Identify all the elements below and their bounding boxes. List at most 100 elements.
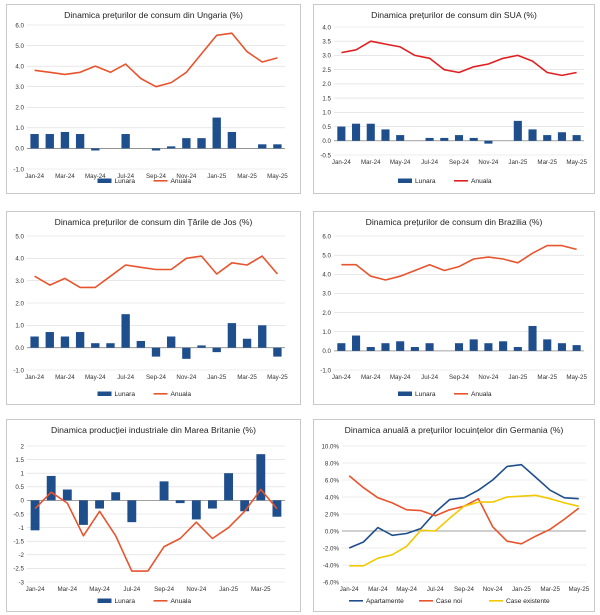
chart-title: Dinamica producției industriale din Mare… (51, 425, 256, 435)
legend-label: Anuala (171, 598, 192, 605)
x-tick-label: Mar-25 (537, 374, 557, 381)
chart-svg: Dinamica anuală a prețurilor locuințelor… (321, 425, 590, 605)
y-tick-label: 0.5 (322, 124, 331, 131)
bar-lunara (557, 343, 566, 351)
x-tick-label: Jan-24 (25, 374, 44, 381)
bar-lunara (258, 325, 267, 348)
y-tick-label: -6.0% (323, 579, 340, 586)
y-tick-label: 2.0% (325, 511, 340, 518)
legend-label: Case noi (436, 598, 463, 605)
bar-lunara (224, 473, 233, 501)
y-tick-label: -2.5 (13, 566, 24, 573)
bar-lunara (106, 343, 115, 348)
y-tick-label: 2 (21, 443, 25, 450)
x-tick-label: Jul-24 (117, 173, 134, 180)
chart-title: Dinamica prețurilor de consum din Țările… (55, 217, 253, 227)
line-anuala (34, 488, 278, 572)
y-tick-label: 6.0% (325, 477, 340, 484)
bar-lunara (543, 135, 552, 141)
bar-lunara (121, 134, 130, 149)
bar-lunara (366, 347, 375, 351)
chart-svg: Dinamica prețurilor de consum din Ungari… (13, 10, 288, 185)
x-tick-label: Nov-24 (478, 374, 499, 381)
x-tick-label: May-25 (566, 374, 587, 381)
bar-lunara (469, 137, 478, 141)
x-tick-label: Jan-24 (25, 173, 44, 180)
y-tick-label: 4.0 (322, 24, 331, 31)
x-tick-label: Mar-24 (361, 374, 381, 381)
y-tick-label: 2.0 (322, 310, 331, 317)
legend-label: Lunara (115, 391, 136, 398)
legend-label: Apartamente (366, 598, 404, 605)
bar-lunara (454, 135, 464, 141)
bar-lunara (111, 492, 121, 501)
chart-panel-netherlands: Dinamica prețurilor de consum din Țările… (6, 211, 301, 405)
y-tick-label: 1.5 (15, 457, 24, 464)
chart-panel-uk-industrial: Dinamica producției industriale din Mare… (6, 419, 301, 612)
y-tick-label: 4.0 (15, 256, 24, 263)
x-tick-label: May-24 (85, 173, 106, 180)
x-tick-label: Sep-24 (449, 159, 470, 166)
bar-lunara (212, 347, 221, 353)
x-tick-label: Jan-25 (207, 374, 226, 381)
x-tick-label: Nov-24 (478, 159, 499, 166)
bar-lunara (75, 134, 85, 149)
bar-lunara (425, 343, 434, 351)
bar-lunara (396, 135, 405, 141)
x-tick-label: Nov-24 (483, 586, 504, 593)
y-tick-label: 6.0 (322, 233, 331, 240)
x-tick-label: Nov-24 (186, 586, 207, 593)
y-tick-label: 5.0 (15, 233, 24, 240)
bar-lunara (484, 140, 493, 144)
bar-lunara (182, 347, 191, 359)
x-tick-label: Sep-24 (449, 374, 470, 381)
x-tick-label: May-25 (569, 586, 590, 593)
bar-lunara (528, 129, 537, 141)
legend-label: Lunara (415, 391, 436, 398)
x-tick-label: Mar-24 (55, 173, 75, 180)
bar-lunara (273, 144, 282, 149)
legend-label: Anuala (471, 391, 492, 398)
y-tick-label: -3 (18, 579, 24, 586)
bar-lunara (499, 341, 508, 351)
bar-lunara (191, 500, 201, 520)
x-tick-label: Jul-24 (117, 374, 134, 381)
chart-panel-brazil: Dinamica prețurilor de consum din Brazil… (313, 211, 595, 405)
y-tick-label: -4.0% (323, 562, 340, 569)
x-tick-label: Jul-24 (123, 586, 140, 593)
bar-lunara (182, 138, 191, 149)
y-tick-label: 1.0 (322, 329, 331, 336)
y-tick-label: 0.0% (325, 528, 340, 535)
bar-lunara (208, 500, 217, 509)
bar-lunara (175, 500, 185, 504)
bar-lunara (45, 134, 54, 149)
bar-lunara (136, 340, 145, 348)
x-tick-label: Jan-25 (207, 173, 226, 180)
y-tick-label: 6.0 (15, 22, 24, 29)
bar-lunara (572, 345, 581, 351)
chart-svg: Dinamica prețurilor de consum din Brazil… (320, 217, 587, 398)
x-tick-label: Nov-24 (176, 374, 197, 381)
x-tick-label: Nov-24 (176, 173, 197, 180)
bar-lunara (352, 123, 361, 141)
y-tick-label: 4.0% (325, 494, 340, 501)
y-tick-label: 1.0 (322, 110, 331, 117)
bar-lunara (75, 332, 85, 348)
legend-swatch (398, 178, 412, 183)
y-tick-label: 3.0 (322, 291, 331, 298)
bar-lunara (159, 481, 169, 501)
bar-lunara (30, 336, 39, 348)
bar-lunara (197, 345, 206, 348)
y-tick-label: 1.0 (15, 323, 24, 330)
y-tick-label: 2.0 (15, 300, 24, 307)
x-tick-label: Sep-24 (146, 374, 167, 381)
bar-lunara (484, 343, 493, 351)
chart-svg: Dinamica prețurilor de consum din SUA (%… (320, 10, 587, 185)
bar-lunara (242, 338, 252, 348)
legend-label: Lunara (115, 178, 136, 185)
x-tick-label: May-24 (390, 159, 411, 166)
y-tick-label: 0.0 (15, 345, 24, 352)
bar-lunara (557, 132, 566, 141)
y-tick-label: 0.5 (15, 484, 24, 491)
y-tick-label: 4.0 (15, 63, 24, 70)
